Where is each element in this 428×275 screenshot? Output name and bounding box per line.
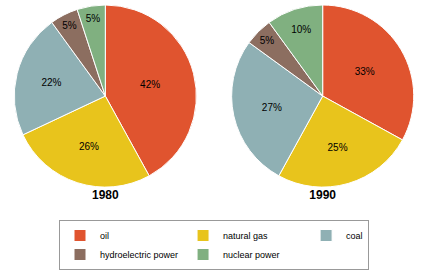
svg-text:oil: oil: [100, 231, 109, 241]
svg-text:25%: 25%: [327, 142, 347, 153]
svg-text:27%: 27%: [262, 102, 282, 113]
svg-text:42%: 42%: [140, 79, 160, 90]
svg-text:natural gas: natural gas: [223, 231, 268, 241]
svg-text:5%: 5%: [86, 13, 101, 24]
svg-text:1980: 1980: [92, 188, 119, 202]
svg-text:5%: 5%: [62, 20, 77, 31]
svg-text:10%: 10%: [291, 24, 311, 35]
svg-text:5%: 5%: [260, 35, 275, 46]
svg-text:22%: 22%: [41, 77, 61, 88]
svg-text:coal: coal: [346, 231, 363, 241]
svg-text:26%: 26%: [79, 141, 99, 152]
svg-text:33%: 33%: [355, 66, 375, 77]
svg-text:hydroelectric power: hydroelectric power: [100, 250, 178, 260]
svg-text:nuclear power: nuclear power: [223, 250, 280, 260]
svg-text:1990: 1990: [309, 188, 336, 202]
